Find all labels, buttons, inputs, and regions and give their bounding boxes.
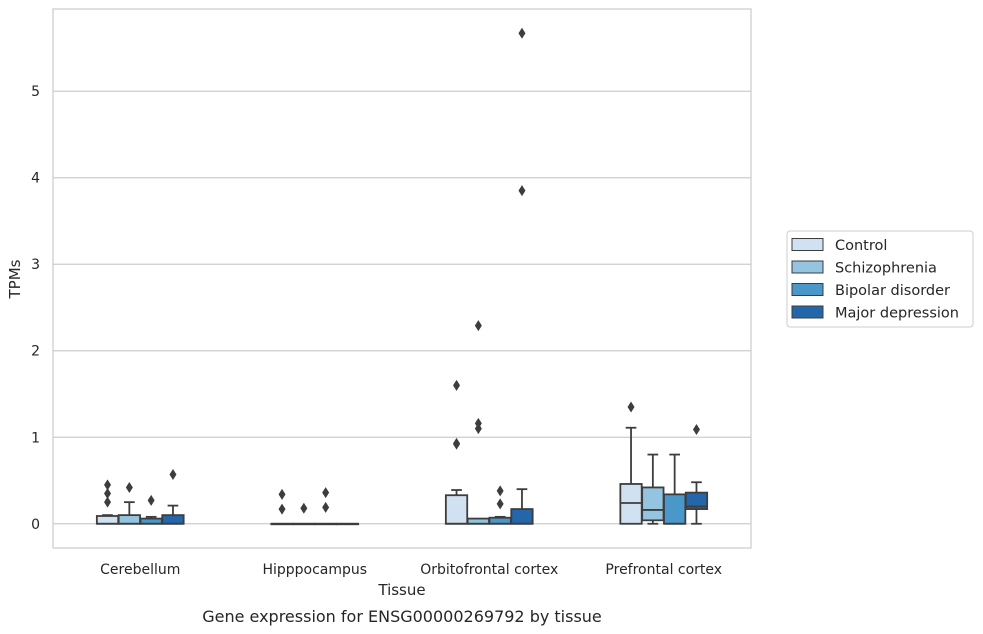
outlier-point: [627, 401, 635, 413]
outlier-point: [474, 320, 482, 332]
y-tick-label: 4: [31, 171, 40, 187]
outlier-point: [322, 501, 330, 513]
outlier-point: [453, 379, 461, 391]
box: [641, 486, 665, 522]
legend-items: Control Schizophrenia Bipolar disorder Majo…: [791, 238, 959, 322]
legend-label: Major depression: [835, 306, 959, 322]
legend-label: Bipolar disorder: [835, 283, 950, 299]
box-group: [444, 379, 469, 525]
box-group: [292, 502, 316, 526]
outlier-point: [518, 27, 526, 39]
outlier-point: [147, 494, 155, 506]
box-group: [663, 453, 687, 525]
outlier-point: [453, 437, 461, 449]
box: [95, 515, 120, 525]
box-series-group: [95, 27, 709, 526]
series-control: [95, 379, 643, 526]
outlier-point: [125, 481, 133, 493]
legend-label: Schizophrenia: [835, 261, 937, 277]
y-tick-label: 3: [31, 257, 40, 273]
box: [444, 494, 469, 525]
outlier-point: [278, 503, 286, 515]
legend-label: Control: [835, 238, 887, 254]
box: [488, 516, 512, 525]
outlier-point: [104, 496, 112, 508]
box-group: [335, 522, 360, 526]
box-group: [314, 487, 338, 526]
box-group: [641, 453, 665, 525]
outlier-point: [169, 468, 177, 480]
box-group: [270, 488, 294, 526]
legend-swatch: [791, 283, 824, 296]
box: [663, 493, 687, 525]
x-tick-label: Prefrontal cortex: [605, 562, 722, 578]
box-group: [161, 468, 185, 525]
series-bipolar-disorder: [139, 453, 687, 526]
y-tick-label: 5: [31, 84, 40, 100]
legend-item: Control: [791, 238, 887, 254]
box: [161, 514, 185, 525]
legend-swatch: [791, 260, 824, 274]
x-tick-label: Orbitofrontal cortex: [420, 562, 558, 578]
x-tick-labels: Cerebellum Hipppocampus Orbitofrontal cort…: [100, 562, 722, 578]
chart-caption: Gene expression for ENSG00000269792 by t…: [202, 607, 602, 626]
box-group: [488, 485, 512, 525]
box: [510, 508, 534, 525]
y-tick-label: 1: [31, 430, 40, 446]
y-axis-label: TPMs: [6, 259, 24, 299]
outlier-point: [104, 487, 112, 499]
legend: Control Schizophrenia Bipolar disorder Majo…: [786, 230, 974, 328]
box-group: [95, 479, 120, 525]
box-group: [684, 423, 709, 525]
box: [117, 514, 141, 525]
outlier-point: [692, 423, 700, 435]
box-group: [139, 494, 163, 525]
box-group: [619, 401, 643, 525]
box-group: [117, 481, 141, 525]
outlier-point: [104, 479, 112, 491]
y-tick-label: 2: [31, 344, 40, 360]
grid-lines: [53, 90, 751, 525]
outlier-point: [278, 488, 286, 500]
legend-swatch: [791, 305, 824, 319]
series-schizophrenia: [117, 320, 665, 526]
outlier-point: [474, 417, 482, 429]
plot-area-frame: [52, 8, 752, 549]
box-group: [510, 27, 534, 525]
x-tick-label: Cerebellum: [100, 562, 180, 578]
y-tick-labels: 0 1 2 3 4 5: [31, 84, 40, 533]
legend-item: Bipolar disorder: [791, 283, 950, 299]
series-major-depression: [161, 27, 709, 526]
legend-item: Schizophrenia: [791, 260, 937, 277]
legend-frame: [786, 230, 974, 328]
box: [684, 491, 709, 510]
x-tick-label: Hipppocampus: [262, 562, 367, 578]
outlier-point: [518, 185, 526, 197]
legend-item: Major depression: [791, 305, 959, 322]
outlier-point: [496, 498, 504, 510]
outlier-point: [496, 485, 504, 497]
outlier-point: [322, 487, 330, 499]
outlier-point: [300, 502, 308, 514]
x-axis-label: Tissue: [377, 581, 425, 599]
y-tick-label: 0: [31, 517, 40, 533]
legend-swatch: [791, 238, 824, 251]
